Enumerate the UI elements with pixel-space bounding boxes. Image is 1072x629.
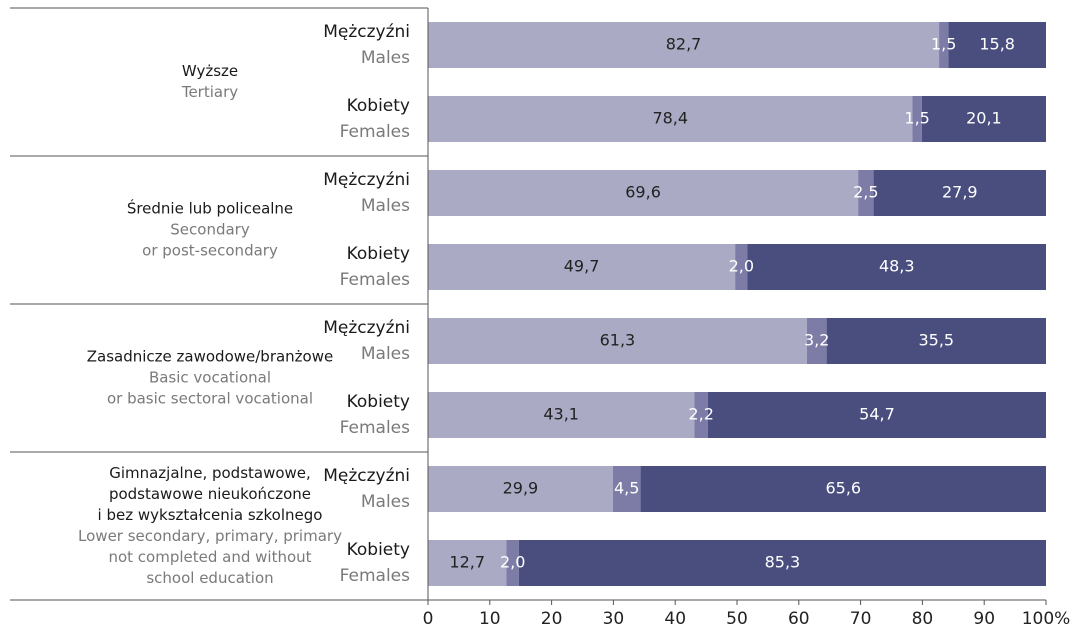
x-tick-label: 100% [1022, 609, 1071, 629]
value-label: 12,7 [449, 553, 485, 572]
group-label: Zasadnicze zawodowe/branżowe [87, 348, 333, 366]
bar-segment [735, 244, 748, 290]
category-label: Males [361, 344, 410, 364]
bar-segment [428, 96, 913, 142]
bar-segment [506, 540, 519, 586]
value-label: 54,7 [859, 405, 895, 424]
group-label: not completed and without [108, 548, 311, 566]
x-tick-label: 50 [726, 609, 748, 629]
value-label: 82,7 [666, 35, 702, 54]
bar-segment [858, 170, 874, 216]
value-label: 2,0 [500, 553, 525, 572]
bar-segment [921, 96, 1046, 142]
category-label: Mężczyźni [323, 22, 410, 42]
category-label: Kobiety [347, 244, 410, 264]
x-tick-label: 20 [541, 609, 563, 629]
category-label: Mężczyźni [323, 318, 410, 338]
category-label: Mężczyźni [323, 466, 410, 486]
bar-segment [912, 96, 922, 142]
x-tick-label: 60 [788, 609, 810, 629]
value-label: 85,3 [765, 553, 801, 572]
x-tick-label: 30 [603, 609, 625, 629]
group-label: Średnie lub policealne [127, 199, 293, 218]
value-label: 20,1 [966, 109, 1002, 128]
group-label: Gimnazjalne, podstawowe, [109, 464, 311, 482]
value-label: 4,5 [614, 479, 639, 498]
category-label: Mężczyźni [323, 170, 410, 190]
x-tick-label: 80 [912, 609, 934, 629]
category-label: Males [361, 196, 410, 216]
bar-segment [428, 392, 695, 438]
value-label: 49,7 [564, 257, 600, 276]
group-label: Tertiary [181, 83, 238, 101]
x-tick-label: 40 [664, 609, 686, 629]
value-label: 61,3 [600, 331, 636, 350]
value-label: 69,6 [625, 183, 661, 202]
bar-segment [939, 22, 949, 68]
bar-segment [428, 318, 807, 364]
category-label: Kobiety [347, 540, 410, 560]
category-label: Females [340, 418, 410, 438]
value-label: 2,2 [688, 405, 713, 424]
value-label: 43,1 [543, 405, 579, 424]
x-tick-label: 0 [423, 609, 434, 629]
bar-segment [707, 392, 1046, 438]
value-label: 29,9 [503, 479, 539, 498]
category-label: Males [361, 492, 410, 512]
value-label: 78,4 [652, 109, 688, 128]
category-label: Kobiety [347, 392, 410, 412]
category-label: Females [340, 566, 410, 586]
group-label: Secondary [170, 221, 250, 239]
category-label: Females [340, 270, 410, 290]
bar-segment [428, 22, 940, 68]
bar-segment [428, 540, 507, 586]
bar-segment [747, 244, 1046, 290]
category-label: Kobiety [347, 96, 410, 116]
value-label: 3,2 [804, 331, 829, 350]
category-label: Males [361, 48, 410, 68]
bar-segment [428, 466, 613, 512]
group-label: or post-secondary [142, 242, 278, 260]
group-label: i bez wykształcenia szkolnego [98, 506, 323, 524]
value-label: 48,3 [879, 257, 915, 276]
value-label: 1,5 [904, 109, 929, 128]
value-label: 35,5 [918, 331, 954, 350]
group-label: or basic sectoral vocational [107, 390, 313, 408]
group-label: Basic vocational [149, 369, 271, 387]
value-label: 2,0 [729, 257, 754, 276]
group-label: Lower secondary, primary, primary [78, 527, 342, 545]
value-label: 65,6 [825, 479, 861, 498]
bar-segment [806, 318, 827, 364]
bar-segment [612, 466, 641, 512]
bar-segment [948, 22, 1046, 68]
value-label: 15,8 [979, 35, 1015, 54]
bar-segment [518, 540, 1046, 586]
value-label: 27,9 [942, 183, 978, 202]
bar-segment [873, 170, 1046, 216]
bar-segment [694, 392, 708, 438]
group-label: Wyższe [182, 62, 238, 80]
bar-segment [428, 244, 736, 290]
bar-segment [826, 318, 1046, 364]
value-label: 1,5 [931, 35, 956, 54]
value-label: 2,5 [853, 183, 878, 202]
bar-segment [640, 466, 1046, 512]
x-tick-label: 70 [850, 609, 872, 629]
x-tick-label: 10 [479, 609, 501, 629]
x-tick-label: 90 [973, 609, 995, 629]
group-label: school education [146, 569, 273, 587]
bar-segment [428, 170, 859, 216]
category-label: Females [340, 122, 410, 142]
group-label: podstawowe nieukończone [109, 485, 311, 503]
